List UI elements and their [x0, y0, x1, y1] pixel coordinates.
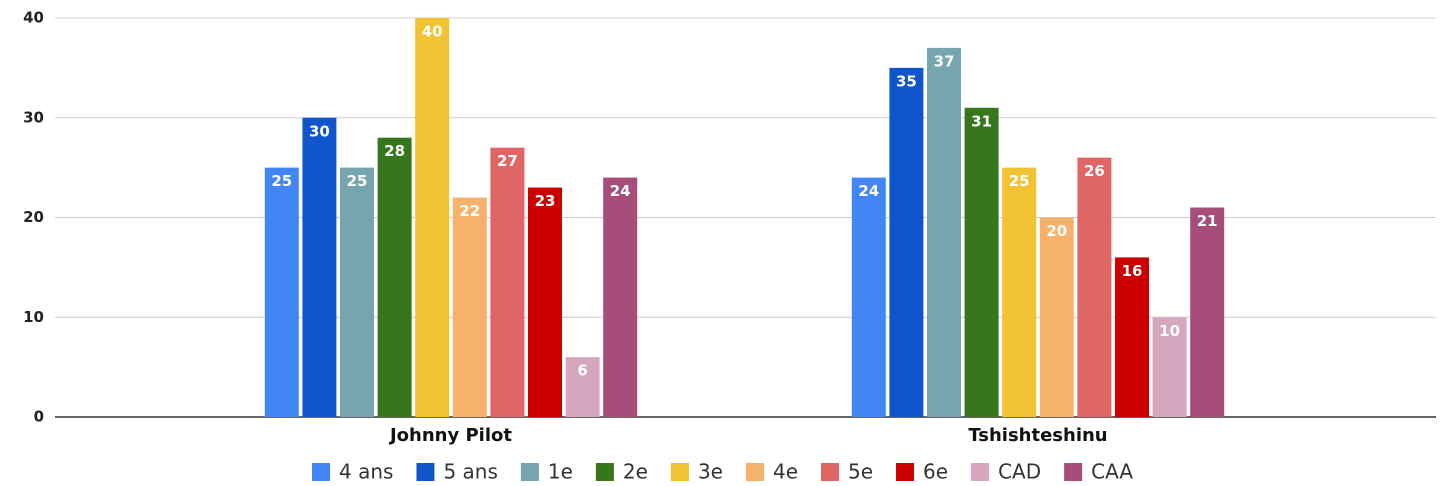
legend-label: 5 ans	[443, 460, 497, 484]
bar	[964, 107, 999, 418]
value-label: 40	[422, 23, 443, 41]
legend-label: 4 ans	[339, 460, 393, 484]
legend-label: 6e	[923, 460, 948, 484]
value-label: 24	[610, 182, 631, 200]
bar	[528, 187, 562, 417]
legend-swatch	[896, 463, 915, 481]
legend-swatch	[971, 463, 990, 481]
value-label: 27	[497, 152, 518, 170]
bar	[1039, 217, 1074, 417]
bar	[565, 357, 600, 417]
y-tick-label: 0	[34, 408, 44, 426]
value-label: 25	[271, 172, 292, 190]
bar	[1190, 207, 1225, 417]
bar	[452, 197, 487, 417]
legend-swatch	[416, 463, 435, 481]
value-label: 35	[896, 72, 917, 90]
value-label: 25	[1009, 172, 1030, 190]
value-label: 10	[1159, 322, 1180, 340]
value-label: 20	[1046, 222, 1067, 240]
legend-swatch	[1064, 463, 1083, 481]
bar	[603, 177, 638, 417]
bar	[302, 117, 337, 417]
legend-label: 2e	[623, 460, 648, 484]
bar	[490, 147, 525, 418]
value-label: 25	[347, 172, 368, 190]
bar	[340, 167, 374, 417]
y-tick-label: 10	[23, 308, 44, 326]
value-label: 21	[1197, 212, 1218, 230]
legend-swatch	[595, 463, 614, 481]
bar	[264, 167, 299, 417]
legend-label: 3e	[698, 460, 723, 484]
y-tick-label: 40	[23, 9, 44, 27]
legend-swatch	[670, 463, 689, 481]
x-tick-label: Johnny Pilot	[388, 425, 512, 446]
y-tick-label: 20	[23, 208, 44, 226]
bar	[377, 137, 412, 417]
legend-swatch	[821, 463, 839, 481]
bar	[1002, 167, 1037, 417]
legend-swatch	[312, 463, 330, 481]
value-label: 6	[577, 362, 587, 380]
bar	[415, 18, 450, 417]
value-label: 28	[384, 142, 405, 160]
legend-swatch	[745, 463, 764, 481]
legend-label: 5e	[848, 460, 873, 484]
legend-swatch	[520, 463, 539, 481]
legend-label: 4e	[773, 460, 798, 484]
x-tick-label: Tshishteshinu	[968, 425, 1107, 446]
value-label: 37	[934, 52, 955, 70]
legend-label: CAD	[998, 460, 1041, 484]
bar	[1152, 317, 1187, 417]
bar	[1115, 257, 1149, 417]
y-tick-label: 30	[23, 108, 44, 126]
value-label: 22	[459, 202, 480, 220]
value-label: 26	[1084, 162, 1105, 180]
value-label: 31	[971, 112, 992, 130]
value-label: 30	[309, 122, 330, 140]
bar	[851, 177, 886, 417]
bar	[1077, 157, 1112, 417]
legend-label: CAA	[1091, 460, 1133, 484]
legend-label: 1e	[548, 460, 573, 484]
value-label: 23	[535, 192, 556, 210]
value-label: 24	[858, 182, 879, 200]
bar	[889, 67, 924, 417]
value-label: 16	[1122, 262, 1143, 280]
bar	[927, 47, 961, 418]
